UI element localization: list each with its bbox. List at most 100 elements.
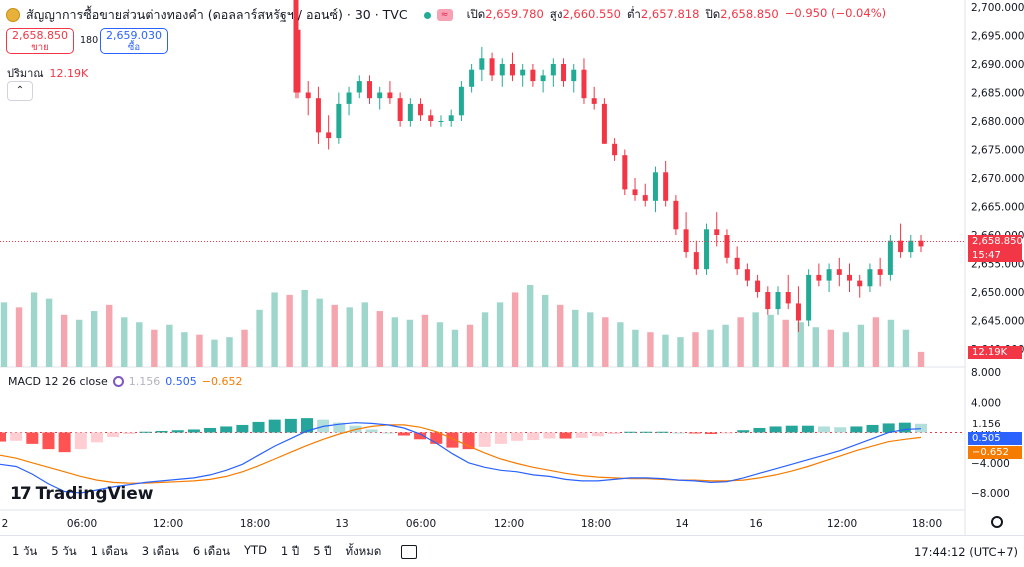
candle-body: [744, 269, 750, 281]
chart-canvas[interactable]: 2,700.000 2,695.000 2,690.000 2,685.000 2,68…: [0, 0, 1024, 535]
range-3m[interactable]: 3 เดือน: [141, 543, 179, 558]
macd-histogram-bar: [834, 427, 847, 433]
macd-histogram-bar: [591, 432, 604, 437]
volume-bar: [842, 332, 850, 367]
candle-body: [632, 189, 638, 196]
candle-body: [806, 274, 812, 321]
chart-header: สัญญาการซื้อขายส่วนต่างทองคำ (ดอลลาร์สหร…: [6, 5, 886, 25]
volume-bar: [151, 329, 158, 367]
macd-histogram-bar: [608, 432, 620, 435]
volume-bar: [181, 332, 188, 367]
candle-body: [377, 92, 383, 99]
volume-bar: [226, 337, 233, 367]
macd-histogram-bar: [10, 432, 23, 441]
buy-button[interactable]: 2,659.030 ซื้อ: [100, 28, 168, 54]
indicator-settings-icon[interactable]: [112, 376, 124, 387]
macd-histogram-bar: [430, 432, 443, 444]
price-tick-label: 2,695.000: [971, 31, 1024, 43]
macd-histogram-bar: [882, 423, 895, 433]
macd-tick-label: 8.000: [971, 367, 1001, 379]
sell-label: ขาย: [31, 42, 49, 53]
volume-bar: [541, 294, 549, 367]
buy-price: 2,659.030: [106, 29, 162, 42]
macd-histogram-bar: [284, 418, 297, 433]
range-ytd[interactable]: YTD: [244, 542, 267, 557]
macd-histogram-bar: [26, 432, 39, 444]
clock[interactable]: 17:44:12 (UTC+7): [913, 545, 1018, 559]
candle-body: [734, 257, 740, 270]
time-tick-label: 13: [335, 518, 348, 530]
candle-body: [816, 274, 822, 281]
market-status-badge[interactable]: ≈: [436, 9, 453, 21]
tradingview-logo[interactable]: 17 TradingView: [10, 484, 153, 504]
candle-body: [826, 269, 832, 281]
range-1m[interactable]: 1 เดือน: [90, 543, 128, 558]
macd-histogram-bar: [333, 422, 346, 433]
symbol-title[interactable]: สัญญาการซื้อขายส่วนต่างทองคำ (ดอลลาร์สหร…: [26, 7, 408, 22]
gear-icon[interactable]: [991, 516, 1003, 528]
macd-histogram-bar: [236, 424, 249, 433]
candle-body: [581, 69, 587, 99]
volume-bar: [557, 304, 564, 367]
range-1d[interactable]: 1 วัน: [12, 543, 38, 558]
candle-body: [775, 292, 781, 310]
volume-bar: [797, 322, 804, 367]
price-tick-label: 2,680.000: [971, 116, 1024, 128]
volume-bar: [647, 332, 654, 367]
macd-histogram-bar: [252, 421, 265, 433]
macd-histogram-bar: [769, 426, 782, 433]
candle-body: [418, 103, 424, 116]
volume-bar: [481, 312, 489, 367]
macd-histogram-bar: [123, 432, 136, 435]
range-5y[interactable]: 5 ปี: [313, 543, 332, 558]
macd-signal-line: [0, 424, 922, 484]
volume-bar: [496, 302, 504, 367]
range-selector: 1 วัน 5 วัน 1 เดือน 3 เดือน 6 เดือน YTD …: [12, 543, 381, 561]
volume-bar: [106, 304, 113, 367]
range-6m[interactable]: 6 เดือน: [192, 543, 231, 558]
macd-tick-label: −8.000: [971, 488, 1010, 500]
price-tick-label: 2,700.000: [971, 2, 1024, 14]
price-tick-label: 2,685.000: [971, 88, 1024, 100]
price-tick-label: 2,670.000: [971, 173, 1024, 185]
volume-bar: [526, 284, 534, 367]
candle-body: [571, 69, 577, 82]
volume-bar: [196, 334, 203, 367]
range-5d[interactable]: 5 วัน: [51, 543, 77, 558]
volume-bar: [632, 329, 639, 367]
volume-bar: [331, 304, 338, 367]
macd-histogram-bar: [753, 427, 766, 433]
volume-bar: [677, 337, 684, 367]
volume-legend[interactable]: ปริมาณ 12.19K: [7, 64, 88, 82]
macd-histogram-bar: [90, 432, 103, 443]
volume-bar: [60, 314, 68, 367]
candle-body: [795, 303, 801, 321]
volume-bar: [136, 322, 143, 367]
candle-body: [438, 121, 444, 122]
candle-body: [683, 229, 689, 253]
macd-indicator-name: MACD 12 26 close: [8, 375, 108, 388]
volume-bar: [391, 317, 399, 367]
range-1y[interactable]: 1 ปี: [280, 543, 300, 558]
calendar-icon[interactable]: [401, 544, 418, 559]
macd-histogram-bar: [220, 426, 233, 433]
macd-histogram-bar: [42, 432, 55, 450]
macd-legend[interactable]: MACD 12 26 close 1.156 0.505 −0.652: [8, 375, 243, 388]
time-tick-label: 06:00: [67, 518, 97, 530]
volume-bar: [121, 317, 128, 367]
tradingview-logo-mark: 17: [10, 484, 32, 504]
macd-histogram-bar: [624, 431, 637, 433]
macd-tick-label: −4.000: [971, 458, 1010, 470]
last-price-tag: 2,658.850: [968, 235, 1023, 249]
collapse-legend-button[interactable]: ⌃: [7, 81, 33, 101]
candle-body: [428, 115, 434, 121]
macd-histogram-bar: [801, 425, 814, 433]
time-tick-label: 2: [2, 518, 9, 530]
tradingview-logo-text: TradingView: [35, 484, 154, 504]
range-all[interactable]: ทั้งหมด: [345, 543, 382, 558]
candle-body: [561, 64, 567, 82]
macd-histogram-bar: [915, 423, 927, 433]
volume-bar: [436, 322, 444, 367]
macd-histogram-bar: [704, 432, 717, 435]
sell-button[interactable]: 2,658.850 ขาย: [6, 28, 74, 54]
